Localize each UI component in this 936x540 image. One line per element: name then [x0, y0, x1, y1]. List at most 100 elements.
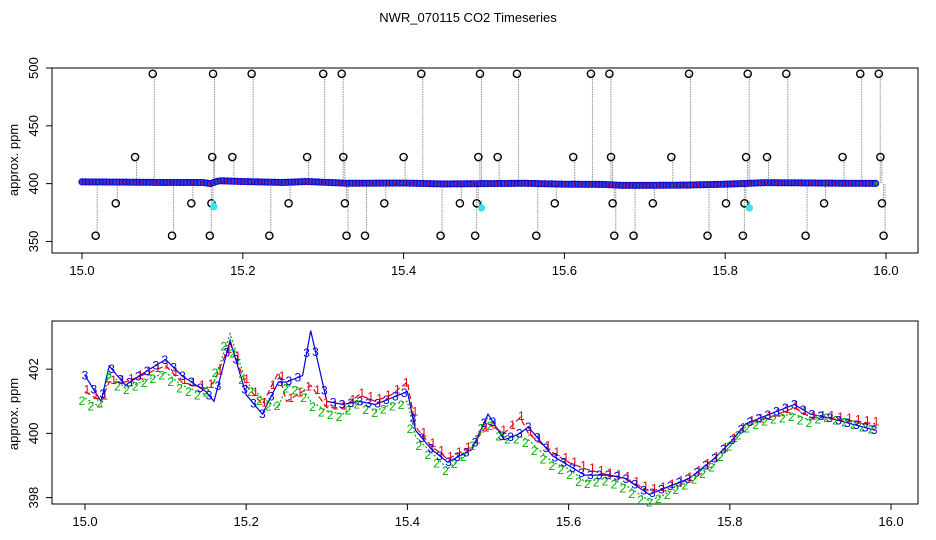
- series-1-marker: 1: [217, 363, 224, 377]
- series-3-marker: 3: [631, 478, 638, 492]
- series-3-marker: 3: [711, 451, 718, 465]
- series-2-marker: 2: [797, 414, 804, 428]
- outlier-marker: [416, 69, 426, 79]
- x-tick-label: 15.4: [395, 514, 420, 529]
- series-1-marker: 1: [261, 396, 268, 410]
- series-2-marker: 2: [557, 463, 564, 477]
- series-2-marker: 2: [345, 404, 352, 418]
- series-2-marker: 2: [247, 385, 254, 399]
- series-1-marker: 1: [545, 439, 552, 453]
- series-3-marker: 3: [268, 389, 275, 403]
- top-baseline-points: [78, 177, 880, 189]
- series-2-marker: 2: [788, 410, 795, 424]
- series-3-marker: 3: [498, 429, 505, 443]
- series-1-marker: 1: [110, 373, 117, 387]
- series-1-marker: 1: [279, 369, 286, 383]
- series-1-marker: 1: [704, 457, 711, 471]
- outlier-marker: [568, 152, 578, 162]
- series-1-marker: 1: [562, 450, 569, 464]
- series-2-marker: 2: [460, 450, 467, 464]
- figure-title: NWR_070115 CO2 Timeseries: [379, 10, 557, 25]
- series-2-marker: 2: [221, 340, 228, 354]
- series-3-marker: 3: [454, 450, 461, 464]
- series-2-marker: 2: [619, 481, 626, 495]
- series-1-marker: 1: [350, 392, 357, 406]
- outlier-marker: [337, 69, 346, 79]
- outlier-marker: [475, 69, 485, 79]
- series-2-marker: 2: [469, 439, 476, 453]
- series-1-marker: 1: [642, 479, 649, 493]
- series-2-marker: 2: [486, 419, 493, 433]
- series-2-marker: 2: [717, 450, 724, 464]
- series-2-marker: 2: [673, 483, 680, 497]
- outlier-marker: [855, 69, 865, 79]
- series-3-marker: 3: [348, 396, 355, 410]
- x-tick-label: 15.4: [391, 263, 416, 278]
- series-3-marker: 3: [392, 389, 399, 403]
- series-3-marker: 3: [436, 449, 443, 463]
- outlier-marker: [187, 198, 196, 208]
- top-outlier-markers: [91, 69, 888, 240]
- outlier-marker: [284, 198, 293, 208]
- series-2-marker: 2: [664, 488, 671, 502]
- outlier-marker: [380, 198, 389, 208]
- series-2-marker: 2: [779, 411, 786, 425]
- series-2-marker: 2: [699, 467, 706, 481]
- series-1-marker: 1: [403, 376, 410, 390]
- series-2-marker: 2: [380, 402, 387, 416]
- series-2-marker: 2: [682, 478, 689, 492]
- series-2-marker: 2: [602, 474, 609, 488]
- x-tick-label: 15.8: [717, 514, 742, 529]
- x-tick-label: 16.0: [878, 514, 903, 529]
- series-2-marker: 2: [611, 478, 618, 492]
- series-2-marker: 2: [327, 408, 334, 422]
- series-2-marker: 2: [575, 475, 582, 489]
- series-1-marker: 1: [722, 440, 729, 454]
- series-3-marker: 3: [321, 384, 328, 398]
- series-2-marker: 2: [309, 400, 316, 414]
- series-3-marker: 3: [693, 466, 700, 480]
- series-3-marker: 3: [738, 423, 745, 437]
- series-1-marker: 1: [163, 357, 170, 371]
- series-3-marker: 3: [587, 468, 594, 482]
- series-3-marker: 3: [91, 383, 98, 397]
- baseline-point: [874, 181, 878, 185]
- series-2-marker: 2: [353, 398, 360, 412]
- series-1-marker: 1: [137, 368, 144, 382]
- y-tick-label: 500: [26, 57, 41, 79]
- series-3-marker: 3: [161, 353, 168, 367]
- series-1-marker: 1: [119, 373, 126, 387]
- series-1-marker: 1: [234, 349, 241, 363]
- series-2-marker: 2: [735, 429, 742, 443]
- series-3-marker: 3: [835, 414, 842, 428]
- series-3-marker: 3: [685, 472, 692, 486]
- series-1-marker: 1: [199, 378, 206, 392]
- series-1-marker: 1: [93, 388, 100, 402]
- series-2-marker: 2: [300, 391, 307, 405]
- series-3-marker: 3: [596, 468, 603, 482]
- series-1-marker: 1: [820, 408, 827, 422]
- outlier-marker: [265, 231, 274, 240]
- outlier-marker: [762, 152, 772, 162]
- x-tick-label: 15.6: [552, 263, 577, 278]
- series-2-marker: 2: [637, 493, 644, 507]
- series-2-marker: 2: [628, 487, 635, 501]
- series-2-marker: 2: [478, 421, 485, 435]
- series-3-marker: 3: [844, 416, 851, 430]
- series-2-marker: 2: [265, 399, 272, 413]
- series-1-marker: 1: [412, 405, 419, 419]
- y-tick-label: 400: [26, 423, 41, 445]
- series-3-marker: 3: [117, 372, 124, 386]
- series-2-marker: 2: [105, 371, 112, 385]
- series-2-marker: 2: [823, 411, 830, 425]
- series-3-marker: 3: [365, 396, 372, 410]
- series-3-marker: 3: [206, 389, 213, 403]
- series-2-marker: 2: [185, 385, 192, 399]
- series-3-marker: 3: [374, 397, 381, 411]
- series-2-marker: 2: [859, 420, 866, 434]
- outlier-marker: [819, 198, 829, 208]
- series-3-marker: 3: [747, 415, 754, 429]
- series-1-marker: 1: [101, 388, 108, 402]
- series-1-marker: 1: [84, 383, 91, 397]
- outlier-marker: [302, 152, 312, 162]
